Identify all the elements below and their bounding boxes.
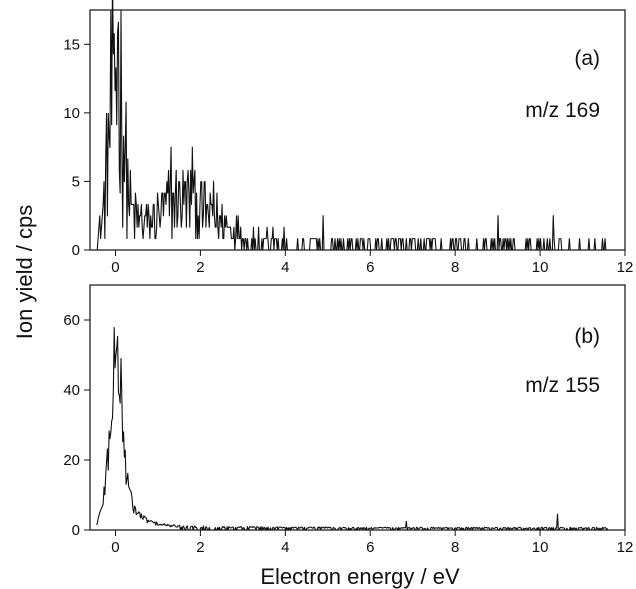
panel-b-y-ticks: 0 20 40 60	[63, 312, 90, 539]
x-tick-label: 4	[281, 259, 289, 276]
x-axis-title: Electron energy / eV	[260, 564, 460, 589]
x-tick-label: 0	[111, 259, 119, 276]
x-tick-label: 10	[532, 259, 549, 276]
panel-b-label: (b)	[574, 325, 600, 348]
y-tick-label: 15	[63, 36, 80, 53]
panel-a-y-ticks: 0 5 10 15	[63, 36, 90, 259]
x-tick-label: 6	[366, 259, 374, 276]
x-tick-label: 0	[111, 539, 119, 556]
panel-a-series-line	[96, 0, 608, 251]
panel-a-label: (a)	[574, 47, 600, 70]
panel-b-annotation: m/z 155	[525, 374, 600, 397]
x-tick-label: 8	[451, 259, 459, 276]
y-tick-label: 10	[63, 105, 80, 122]
panel-b: 0 2 4 6 8 10 12 0 20 40 60 (b) m/z 155	[63, 284, 633, 556]
panel-a-annotation: m/z 169	[525, 99, 600, 122]
x-tick-label: 2	[196, 539, 204, 556]
panel-b-x-ticks: 0 2 4 6 8 10 12	[111, 530, 633, 556]
panel-b-frame	[89, 284, 626, 531]
x-tick-label: 8	[451, 539, 459, 556]
y-axis-title: Ion yield / cps	[12, 205, 37, 340]
y-tick-label: 0	[72, 522, 80, 539]
x-tick-label: 12	[617, 259, 634, 276]
panel-b-series-line	[96, 327, 609, 531]
panel-a-x-ticks: 0 2 4 6 8 10 12	[111, 250, 633, 276]
x-tick-label: 10	[532, 539, 549, 556]
panel-a: 0 2 4 6 8 10 12 0 5 10 15 (a) m/z 169	[63, 0, 633, 276]
y-tick-label: 5	[72, 173, 80, 190]
y-tick-label: 40	[63, 382, 80, 399]
x-tick-label: 4	[281, 539, 289, 556]
x-tick-label: 12	[617, 539, 634, 556]
x-tick-label: 6	[366, 539, 374, 556]
y-tick-label: 20	[63, 452, 80, 469]
x-tick-label: 2	[196, 259, 204, 276]
y-tick-label: 60	[63, 312, 80, 329]
y-tick-label: 0	[72, 242, 80, 259]
panel-a-frame	[89, 9, 626, 251]
